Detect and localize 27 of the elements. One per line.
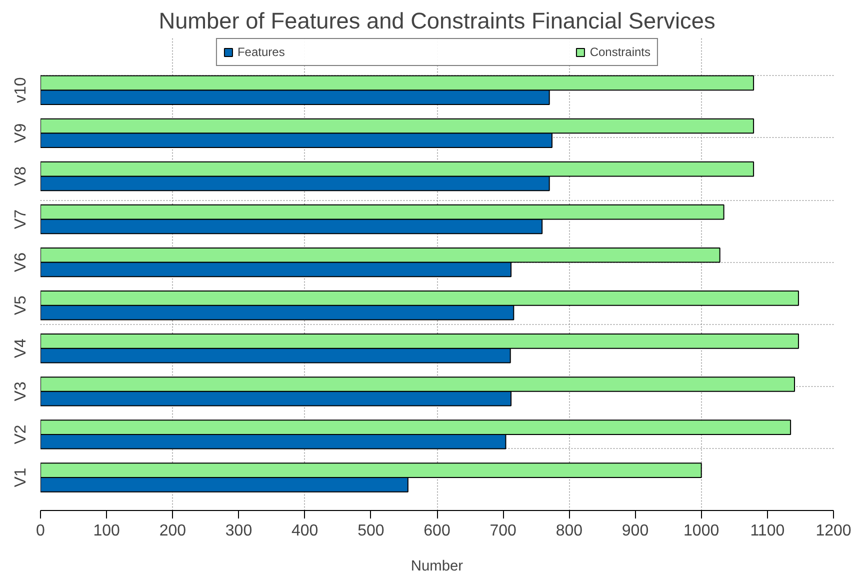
- legend-label: Constraints: [590, 45, 651, 59]
- y-tick-label: V1: [12, 468, 30, 488]
- y-tick-label: V3: [12, 382, 30, 402]
- y-tick-label: V5: [12, 295, 30, 316]
- y-tick-label: V7: [12, 209, 30, 230]
- legend-label: Features: [237, 45, 285, 59]
- x-tick-label: 100: [93, 522, 120, 540]
- y-tick-label: V2: [12, 424, 30, 444]
- x-tick-label: 700: [490, 522, 517, 540]
- y-tick-label: V6: [12, 252, 30, 272]
- x-tick-label: 1000: [684, 522, 720, 540]
- x-tick-label: 300: [225, 522, 252, 540]
- x-tick-label: 0: [36, 522, 46, 540]
- x-tick-label: 600: [424, 522, 450, 540]
- x-tick-label: 400: [291, 522, 318, 540]
- chart-title: Number of Features and Constraints Financial Services: [158, 8, 716, 34]
- x-tick-label: 900: [622, 522, 649, 540]
- x-tick-label: 500: [358, 522, 384, 540]
- x-axis-title: Number: [410, 558, 464, 574]
- y-tick-label: v10: [12, 77, 30, 104]
- y-tick-label: V4: [12, 338, 30, 358]
- y-tick-label: V8: [12, 166, 30, 186]
- y-tick-label: V9: [12, 123, 30, 143]
- x-tick-label: 1100: [750, 522, 785, 540]
- x-tick-label: 1200: [816, 522, 852, 540]
- x-tick-label: 200: [159, 522, 186, 540]
- x-tick-label: 800: [556, 522, 583, 540]
